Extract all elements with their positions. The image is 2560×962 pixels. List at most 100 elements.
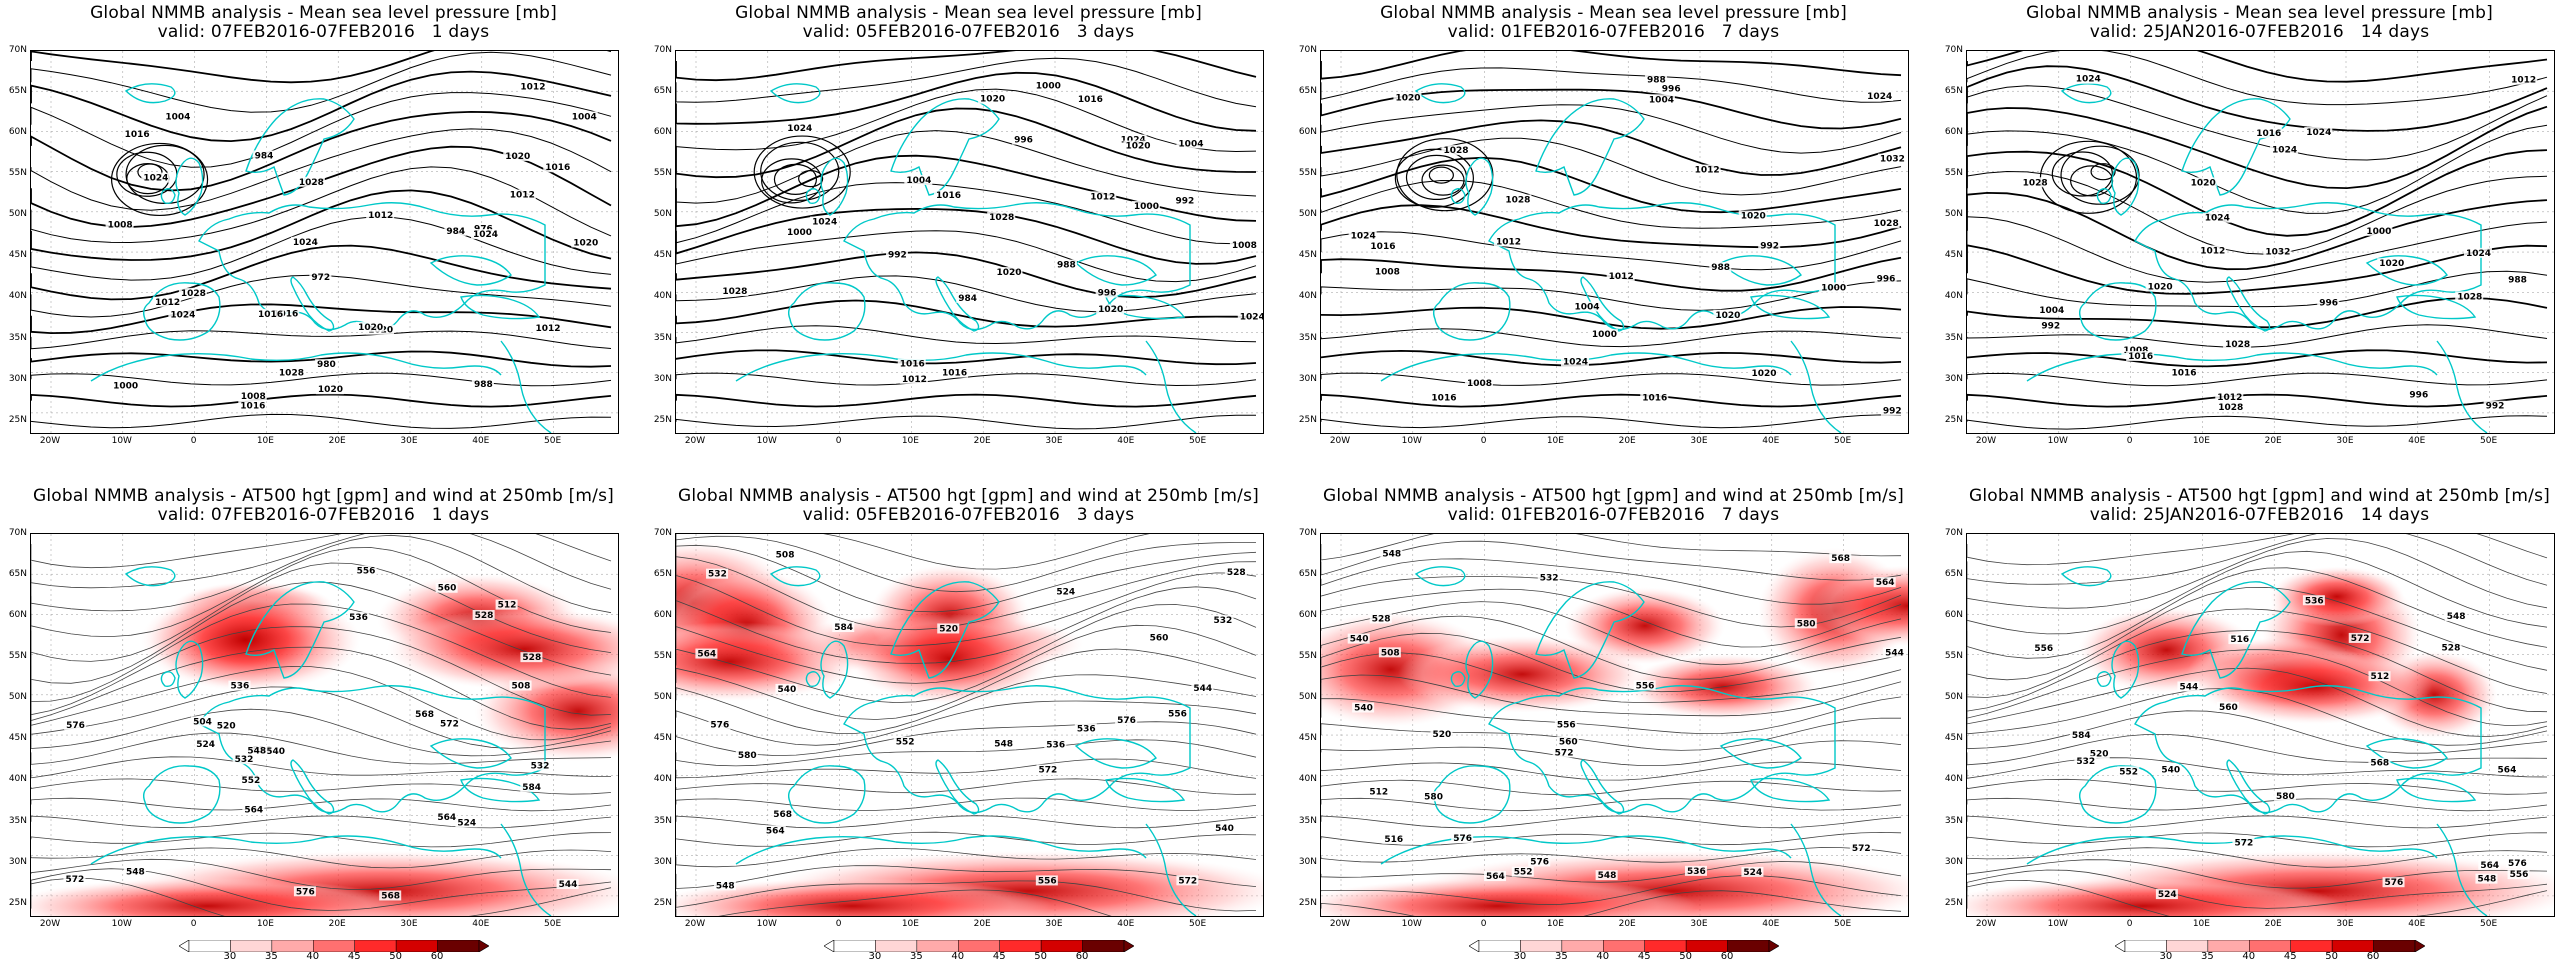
contour-label: 1020	[996, 268, 1021, 278]
lon-tick-label: 40E	[1117, 436, 1135, 446]
contour-label: 540	[1354, 704, 1373, 714]
lon-tick-label: 20W	[1329, 436, 1351, 446]
lat-tick-label: 30N	[1944, 856, 1963, 867]
contour-label: 1016	[2256, 129, 2281, 139]
contour-label: 1012	[155, 298, 180, 308]
panel-title-line1: Global NMMB analysis - AT500 hgt [gpm] a…	[33, 486, 614, 506]
contour-label: 1016	[258, 310, 283, 320]
contour-label: 1020	[358, 323, 383, 333]
contour-label: 1024	[1351, 232, 1376, 242]
contour-label: 564	[1876, 578, 1895, 588]
colorbar-tick-label: 35	[264, 951, 278, 962]
contour-label: 996	[1662, 84, 1681, 94]
contour-label: 1004	[165, 112, 190, 122]
lat-tick-label: 25N	[1944, 414, 1963, 425]
lat-tick-label: 65N	[8, 569, 27, 580]
contour-label: 996	[1014, 136, 1033, 146]
contour-label: 564	[697, 650, 716, 660]
contour-label: 1028	[2225, 340, 2250, 350]
contour-label: 568	[773, 810, 792, 820]
lat-tick-label: 40N	[653, 774, 672, 785]
lat-tick-label: 65N	[1298, 569, 1317, 580]
lat-tick-label: 50N	[1944, 692, 1963, 703]
lon-tick-label: 20E	[328, 919, 346, 929]
lon-tick-label: 20W	[1975, 919, 1997, 929]
contour-label: 1024	[2272, 145, 2297, 155]
panel-title-line2: valid: 01FEB2016-07FEB2016 7 days	[1447, 22, 1780, 42]
lat-tick-label: 40N	[1944, 291, 1963, 302]
contour-label: 1028	[279, 369, 304, 379]
contour-label: 548	[1382, 550, 1401, 560]
contour-label: 504	[193, 717, 212, 727]
lon-tick-label: 50E	[544, 919, 562, 929]
wind-colorbar	[177, 937, 490, 956]
contour-label: 1020	[980, 95, 1005, 105]
contour-label: 576	[1117, 716, 1136, 726]
contour-label: 1000	[113, 381, 138, 391]
contour-label: 544	[1885, 649, 1904, 659]
contour-label: 524	[1056, 588, 1075, 598]
contour-label: 1024	[787, 124, 812, 134]
lon-tick-label: 10W	[111, 436, 132, 446]
graticule	[1967, 51, 2554, 433]
panel-title: Global NMMB analysis - AT500 hgt [gpm] a…	[1300, 487, 1927, 525]
lon-tick-label: 20W	[684, 919, 706, 929]
lat-tick-label: 30N	[1298, 856, 1317, 867]
lat-tick-label: 60N	[8, 127, 27, 138]
panel-title-line2: valid: 07FEB2016-07FEB2016 1 days	[157, 22, 490, 42]
lat-tick-label: 60N	[1298, 127, 1317, 138]
contour-label: 548	[994, 739, 1013, 749]
contour-label: 524	[457, 818, 476, 828]
contour-label: 520	[939, 624, 958, 634]
contour-label: 564	[1486, 872, 1505, 882]
coastlines	[2026, 83, 2488, 433]
lon-tick-label: 20W	[684, 436, 706, 446]
contour-label: 536	[349, 613, 368, 623]
panel-title-line1: Global NMMB analysis - AT500 hgt [gpm] a…	[1969, 486, 2550, 506]
contour-label: 1028	[2023, 178, 2048, 188]
contour-label: 536	[230, 682, 249, 692]
contour-label: 992	[1175, 197, 1194, 207]
lon-tick-label: 30E	[400, 919, 418, 929]
contour-label: 532	[235, 755, 254, 765]
contour-labels: 992 1000 1004 1000 996 984 988 992 996 1000 1004 10…	[720, 80, 1263, 385]
lon-tick-label: 10E	[256, 919, 274, 929]
colorbar-tick-label: 45	[992, 951, 1006, 962]
contour-label: 524	[2158, 890, 2177, 900]
lon-tick-label: 10E	[2192, 919, 2210, 929]
contour-label: 536	[1077, 725, 1096, 735]
lon-tick-label: 50E	[2480, 919, 2498, 929]
contour-label: 1012	[2511, 76, 2536, 86]
contour-label: 996	[2409, 390, 2428, 400]
colorbar-tick-label: 50	[2325, 951, 2338, 962]
lat-tick-label: 65N	[1944, 569, 1963, 580]
contour-label: 1020	[1741, 212, 1766, 222]
lat-tick-label: 65N	[653, 86, 672, 97]
panel-title: Global NMMB analysis - AT500 hgt [gpm] a…	[655, 487, 1282, 525]
panel-title-line2: valid: 05FEB2016-07FEB2016 3 days	[802, 22, 1135, 42]
map-canvas: 520 524 528 532 536 540 508 532 536 540 544 548 552 5…	[676, 534, 1263, 916]
lon-tick-label: 20E	[1618, 919, 1636, 929]
lat-tick-label: 70N	[8, 45, 27, 55]
lat-tick-label: 45N	[653, 733, 672, 744]
lat-tick-label: 35N	[1944, 332, 1963, 343]
contour-label: 1016	[545, 163, 570, 173]
contour-label: 984	[255, 151, 274, 161]
contour-label: 512	[1369, 787, 1388, 797]
lon-tick-label: 0	[835, 919, 842, 929]
contour-label: 1012	[1695, 166, 1720, 176]
colorbar-tick-label: 40	[1596, 951, 1610, 962]
isoline-contours	[1321, 51, 1902, 429]
lat-tick-label: 50N	[1298, 209, 1317, 220]
contour-label: 520	[2090, 750, 2109, 760]
lat-tick-label: 50N	[653, 692, 672, 703]
lat-tick-label: 35N	[8, 332, 27, 343]
lat-tick-label: 60N	[1944, 127, 1963, 138]
lat-tick-label: 45N	[8, 250, 27, 261]
contour-label: 560	[1559, 738, 1578, 748]
lat-tick-label: 35N	[1298, 815, 1317, 826]
lon-tick-label: 0	[2126, 436, 2133, 446]
contour-label: 1020	[1125, 142, 1150, 152]
contour-label: 508	[512, 681, 531, 691]
lat-tick-label: 45N	[1944, 733, 1963, 744]
